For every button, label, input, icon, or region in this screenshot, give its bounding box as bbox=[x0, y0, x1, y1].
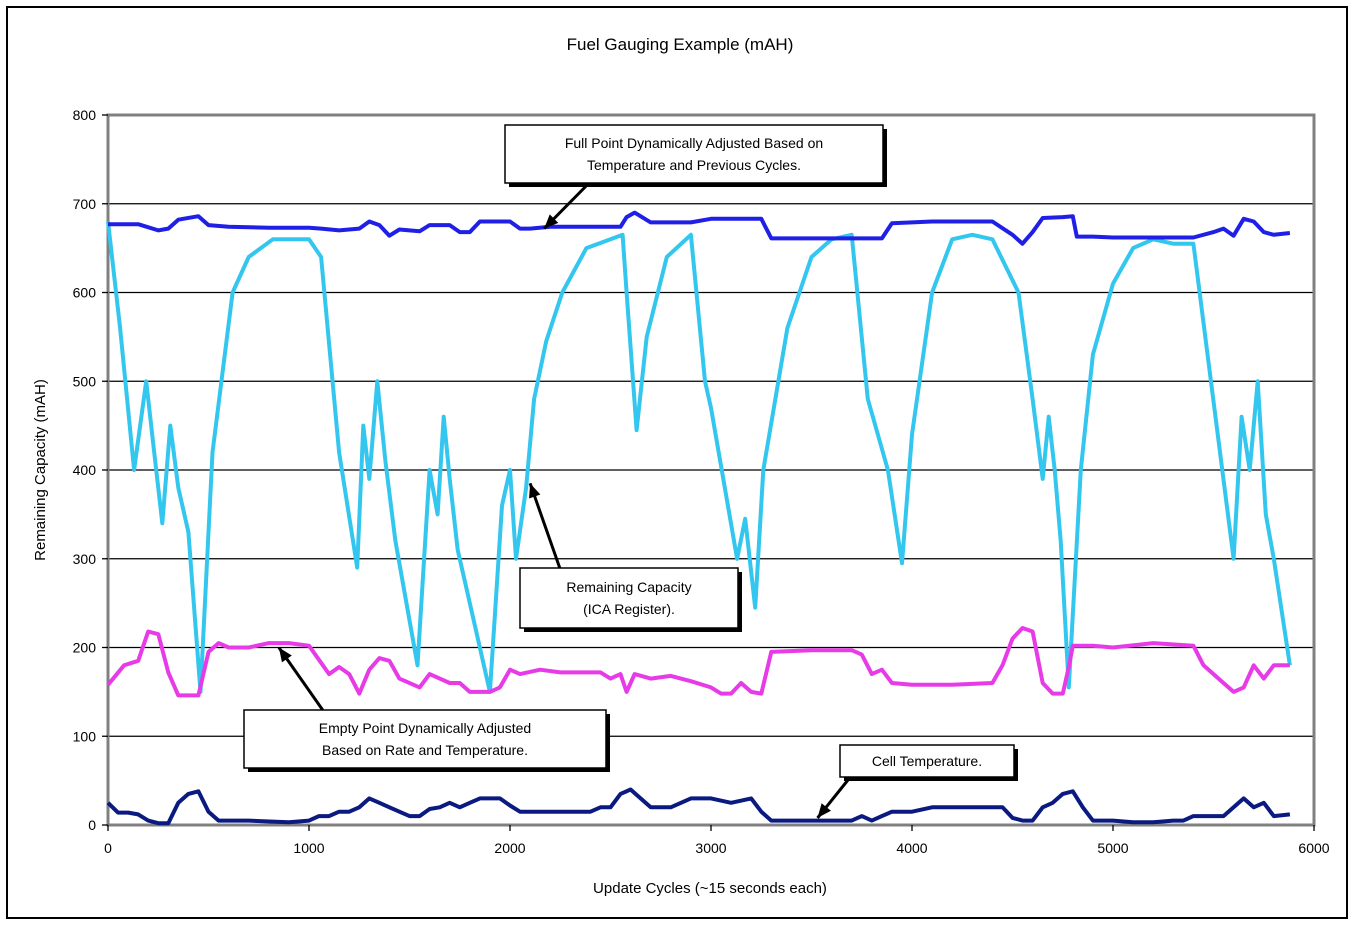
annotation-arrow bbox=[528, 482, 562, 569]
y-axis-label: Remaining Capacity (mAH) bbox=[32, 379, 49, 561]
x-tick-label: 2000 bbox=[494, 840, 525, 856]
y-tick-label: 800 bbox=[73, 107, 97, 123]
annotation-text: Based on Rate and Temperature. bbox=[322, 742, 528, 758]
y-tick-label: 700 bbox=[73, 196, 97, 212]
annotation-text: Temperature and Previous Cycles. bbox=[587, 157, 801, 173]
annotation-text: (ICA Register). bbox=[583, 601, 675, 617]
annotation-box bbox=[839, 744, 1015, 778]
annotation-3: Empty Point Dynamically Adjusted Based on… bbox=[243, 646, 610, 772]
series-line-empty-point bbox=[106, 626, 1290, 698]
y-tick-label: 200 bbox=[73, 640, 97, 656]
annotations: Full Point Dynamically Adjusted Based on… bbox=[243, 124, 1018, 819]
annotation-1: Full Point Dynamically Adjusted Based on… bbox=[504, 124, 887, 230]
series-line-full-point bbox=[108, 210, 1291, 246]
chart-title: Fuel Gauging Example (mAH) bbox=[567, 35, 794, 54]
arrowhead bbox=[529, 483, 541, 499]
y-tick-label: 300 bbox=[73, 551, 97, 567]
series-line-remaining-capacity bbox=[106, 221, 1292, 694]
annotation-box bbox=[504, 124, 884, 184]
x-tick-label: 0 bbox=[104, 840, 112, 856]
y-axis-ticks: 0 100 200 300 400 500 600 700 800 bbox=[73, 107, 108, 833]
x-tick-label: 4000 bbox=[896, 840, 927, 856]
x-axis-label: Update Cycles (~15 seconds each) bbox=[593, 880, 827, 897]
annotation-text: Full Point Dynamically Adjusted Based on bbox=[565, 135, 823, 151]
annotation-box bbox=[243, 709, 607, 769]
arrowhead bbox=[817, 803, 831, 818]
annotation-text: Empty Point Dynamically Adjusted bbox=[319, 720, 531, 736]
y-tick-label: 500 bbox=[73, 373, 97, 389]
annotation-text: Cell Temperature. bbox=[872, 753, 982, 769]
y-tick-label: 0 bbox=[88, 817, 96, 833]
series-lines bbox=[106, 210, 1292, 826]
x-tick-label: 3000 bbox=[695, 840, 726, 856]
annotation-4: Cell Temperature. bbox=[816, 744, 1018, 819]
arrowhead bbox=[278, 647, 292, 663]
arrowhead bbox=[544, 214, 559, 229]
annotation-box bbox=[519, 567, 739, 629]
y-tick-label: 400 bbox=[73, 462, 97, 478]
x-tick-label: 5000 bbox=[1097, 840, 1128, 856]
y-tick-label: 600 bbox=[73, 285, 97, 301]
annotation-2: Remaining Capacity (ICA Register). bbox=[519, 482, 742, 632]
y-tick-label: 100 bbox=[73, 728, 97, 744]
series-line-cell-temperature bbox=[106, 787, 1291, 826]
x-tick-label: 6000 bbox=[1298, 840, 1329, 856]
x-axis-ticks: 0 1000 2000 3000 4000 5000 6000 bbox=[104, 825, 1330, 856]
annotation-text: Remaining Capacity bbox=[566, 579, 691, 595]
x-tick-label: 1000 bbox=[293, 840, 324, 856]
